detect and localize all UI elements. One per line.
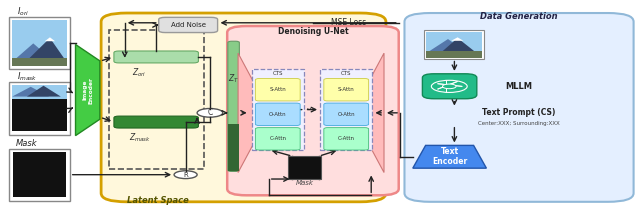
Text: C: C [207, 108, 212, 117]
FancyBboxPatch shape [255, 103, 300, 125]
FancyBboxPatch shape [114, 116, 198, 128]
FancyBboxPatch shape [101, 13, 386, 202]
Text: Mask: Mask [15, 139, 37, 148]
Polygon shape [352, 53, 384, 173]
Text: Text Prompt (CS): Text Prompt (CS) [482, 108, 555, 117]
FancyBboxPatch shape [255, 79, 300, 101]
FancyBboxPatch shape [114, 51, 198, 63]
Polygon shape [27, 86, 61, 97]
Circle shape [197, 108, 223, 117]
Bar [12, 58, 67, 66]
Bar [12, 85, 67, 99]
Bar [12, 20, 67, 66]
Text: Mask: Mask [296, 180, 314, 186]
FancyBboxPatch shape [228, 41, 239, 171]
Polygon shape [440, 38, 477, 53]
Polygon shape [426, 39, 467, 53]
FancyBboxPatch shape [324, 79, 369, 101]
Bar [12, 85, 67, 131]
Polygon shape [238, 53, 270, 173]
Text: $Z_{mask}$: $Z_{mask}$ [129, 132, 150, 144]
Text: $I_{ori}$: $I_{ori}$ [17, 6, 29, 18]
Text: Text
Encoder: Text Encoder [432, 147, 468, 166]
FancyBboxPatch shape [324, 103, 369, 125]
Text: C-Attn: C-Attn [338, 136, 355, 141]
Polygon shape [76, 44, 100, 136]
FancyBboxPatch shape [320, 69, 372, 150]
FancyBboxPatch shape [252, 69, 304, 150]
Text: C-Attn: C-Attn [269, 136, 286, 141]
Polygon shape [45, 37, 55, 41]
Text: S-Attn: S-Attn [269, 87, 286, 92]
Polygon shape [12, 43, 54, 62]
Bar [9, 17, 70, 69]
FancyBboxPatch shape [404, 13, 634, 202]
Text: O-Attn: O-Attn [269, 112, 287, 117]
Text: O-Attn: O-Attn [337, 112, 355, 117]
Text: Center:XXX; Surrounding:XXX: Center:XXX; Surrounding:XXX [477, 121, 559, 126]
FancyBboxPatch shape [159, 17, 218, 33]
Text: CTS: CTS [341, 71, 351, 76]
Text: $I_{mask}$: $I_{mask}$ [17, 71, 37, 83]
Text: MSE Loss: MSE Loss [331, 18, 367, 27]
Text: Image
Encoder: Image Encoder [83, 77, 93, 104]
Bar [9, 82, 70, 135]
FancyBboxPatch shape [324, 128, 369, 150]
Bar [288, 156, 321, 179]
Bar [9, 149, 70, 201]
Polygon shape [26, 38, 67, 62]
Text: Latent Space: Latent Space [127, 196, 189, 205]
Text: $Z_T$: $Z_T$ [228, 73, 239, 85]
Text: ···: ··· [307, 105, 317, 115]
Text: R: R [183, 172, 188, 178]
Polygon shape [12, 87, 49, 97]
Text: S-Attn: S-Attn [338, 87, 355, 92]
Text: Denoising U-Net: Denoising U-Net [278, 27, 348, 36]
Polygon shape [451, 37, 463, 41]
FancyBboxPatch shape [255, 128, 300, 150]
Polygon shape [413, 145, 486, 168]
FancyBboxPatch shape [227, 26, 399, 195]
Bar [426, 51, 482, 58]
Text: CTS: CTS [273, 71, 283, 76]
FancyBboxPatch shape [422, 74, 477, 99]
Text: Data Generation: Data Generation [479, 12, 557, 21]
Bar [13, 152, 66, 197]
Bar [228, 124, 239, 171]
Text: MLLM: MLLM [506, 82, 532, 91]
Text: Add Noise: Add Noise [171, 22, 205, 28]
Text: $Z_{ori}$: $Z_{ori}$ [132, 66, 147, 79]
Bar [426, 32, 482, 58]
Bar [424, 30, 484, 59]
Circle shape [174, 171, 197, 179]
Circle shape [442, 84, 456, 89]
